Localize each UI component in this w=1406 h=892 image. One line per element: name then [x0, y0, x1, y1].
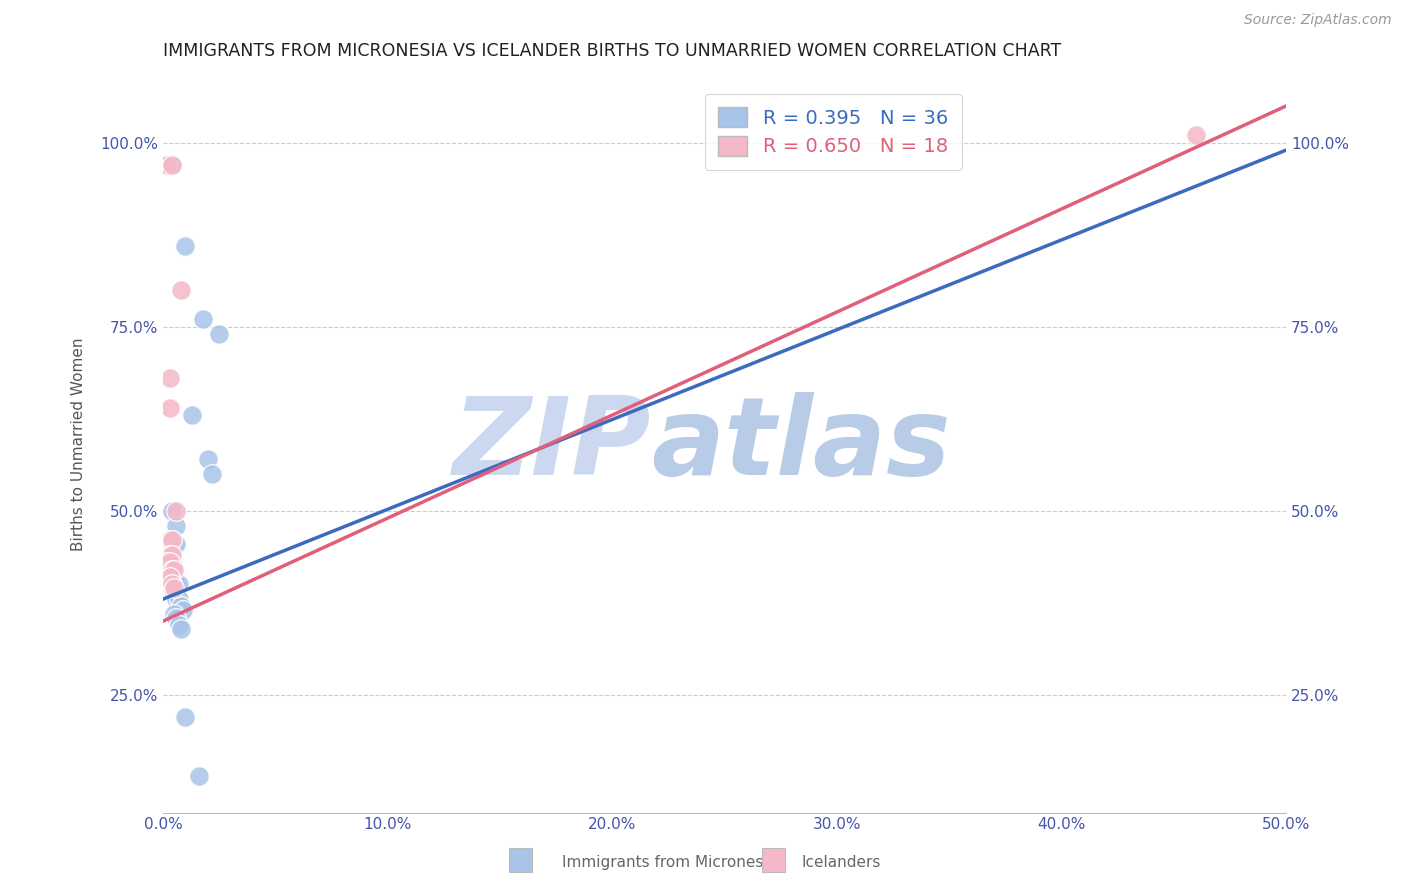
- Point: [159, 533, 181, 548]
- Point: [172, 603, 194, 617]
- Point: [156, 555, 179, 569]
- Point: [163, 537, 186, 551]
- Point: [174, 239, 197, 253]
- Point: [167, 618, 190, 632]
- Point: [1185, 128, 1208, 143]
- Point: [163, 607, 186, 621]
- Point: [208, 327, 231, 342]
- Point: [159, 555, 181, 569]
- Point: [193, 312, 215, 326]
- Point: [167, 592, 190, 607]
- Text: Icelanders: Icelanders: [801, 855, 880, 870]
- Point: [174, 710, 197, 724]
- Point: [160, 533, 183, 548]
- Point: [163, 584, 186, 599]
- Point: [170, 622, 193, 636]
- Point: [159, 570, 181, 584]
- Point: [160, 548, 183, 562]
- Point: [156, 548, 179, 562]
- Point: [160, 555, 183, 569]
- Point: [160, 504, 183, 518]
- Point: [160, 533, 183, 548]
- Point: [166, 592, 188, 607]
- Point: [166, 537, 188, 551]
- Point: [163, 581, 186, 595]
- Point: [159, 533, 181, 548]
- Point: [159, 371, 181, 385]
- Point: [166, 504, 188, 518]
- Point: [156, 555, 179, 569]
- Point: [156, 158, 179, 172]
- Point: [166, 518, 188, 533]
- Point: [160, 581, 183, 595]
- Text: atlas: atlas: [651, 392, 950, 498]
- Point: [167, 577, 190, 591]
- Point: [197, 452, 219, 467]
- Point: [181, 408, 204, 422]
- Point: [159, 563, 181, 577]
- Point: [160, 158, 183, 172]
- Point: [159, 548, 181, 562]
- Point: [160, 563, 183, 577]
- Point: [156, 570, 179, 584]
- Text: Immigrants from Micronesia: Immigrants from Micronesia: [562, 855, 778, 870]
- Point: [163, 563, 186, 577]
- Text: IMMIGRANTS FROM MICRONESIA VS ICELANDER BIRTHS TO UNMARRIED WOMEN CORRELATION CH: IMMIGRANTS FROM MICRONESIA VS ICELANDER …: [163, 42, 1062, 60]
- Point: [159, 548, 181, 562]
- Text: Source: ZipAtlas.com: Source: ZipAtlas.com: [1244, 13, 1392, 28]
- Point: [187, 769, 209, 783]
- Point: [156, 158, 179, 172]
- Point: [166, 610, 188, 624]
- Point: [159, 570, 181, 584]
- Point: [163, 563, 186, 577]
- Point: [159, 401, 181, 415]
- Point: [160, 577, 183, 591]
- Y-axis label: Births to Unmarried Women: Births to Unmarried Women: [72, 338, 86, 551]
- Legend: R = 0.395   N = 36, R = 0.650   N = 18: R = 0.395 N = 36, R = 0.650 N = 18: [704, 94, 962, 169]
- Point: [166, 577, 188, 591]
- Point: [170, 283, 193, 297]
- Point: [201, 467, 224, 481]
- Text: ZIP: ZIP: [453, 392, 651, 498]
- Point: [170, 599, 193, 614]
- Point: [160, 158, 183, 172]
